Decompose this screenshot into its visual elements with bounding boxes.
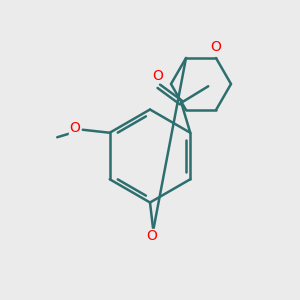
Text: O: O <box>146 230 157 244</box>
Text: O: O <box>152 69 163 82</box>
Text: O: O <box>211 40 221 54</box>
Text: O: O <box>70 121 80 135</box>
